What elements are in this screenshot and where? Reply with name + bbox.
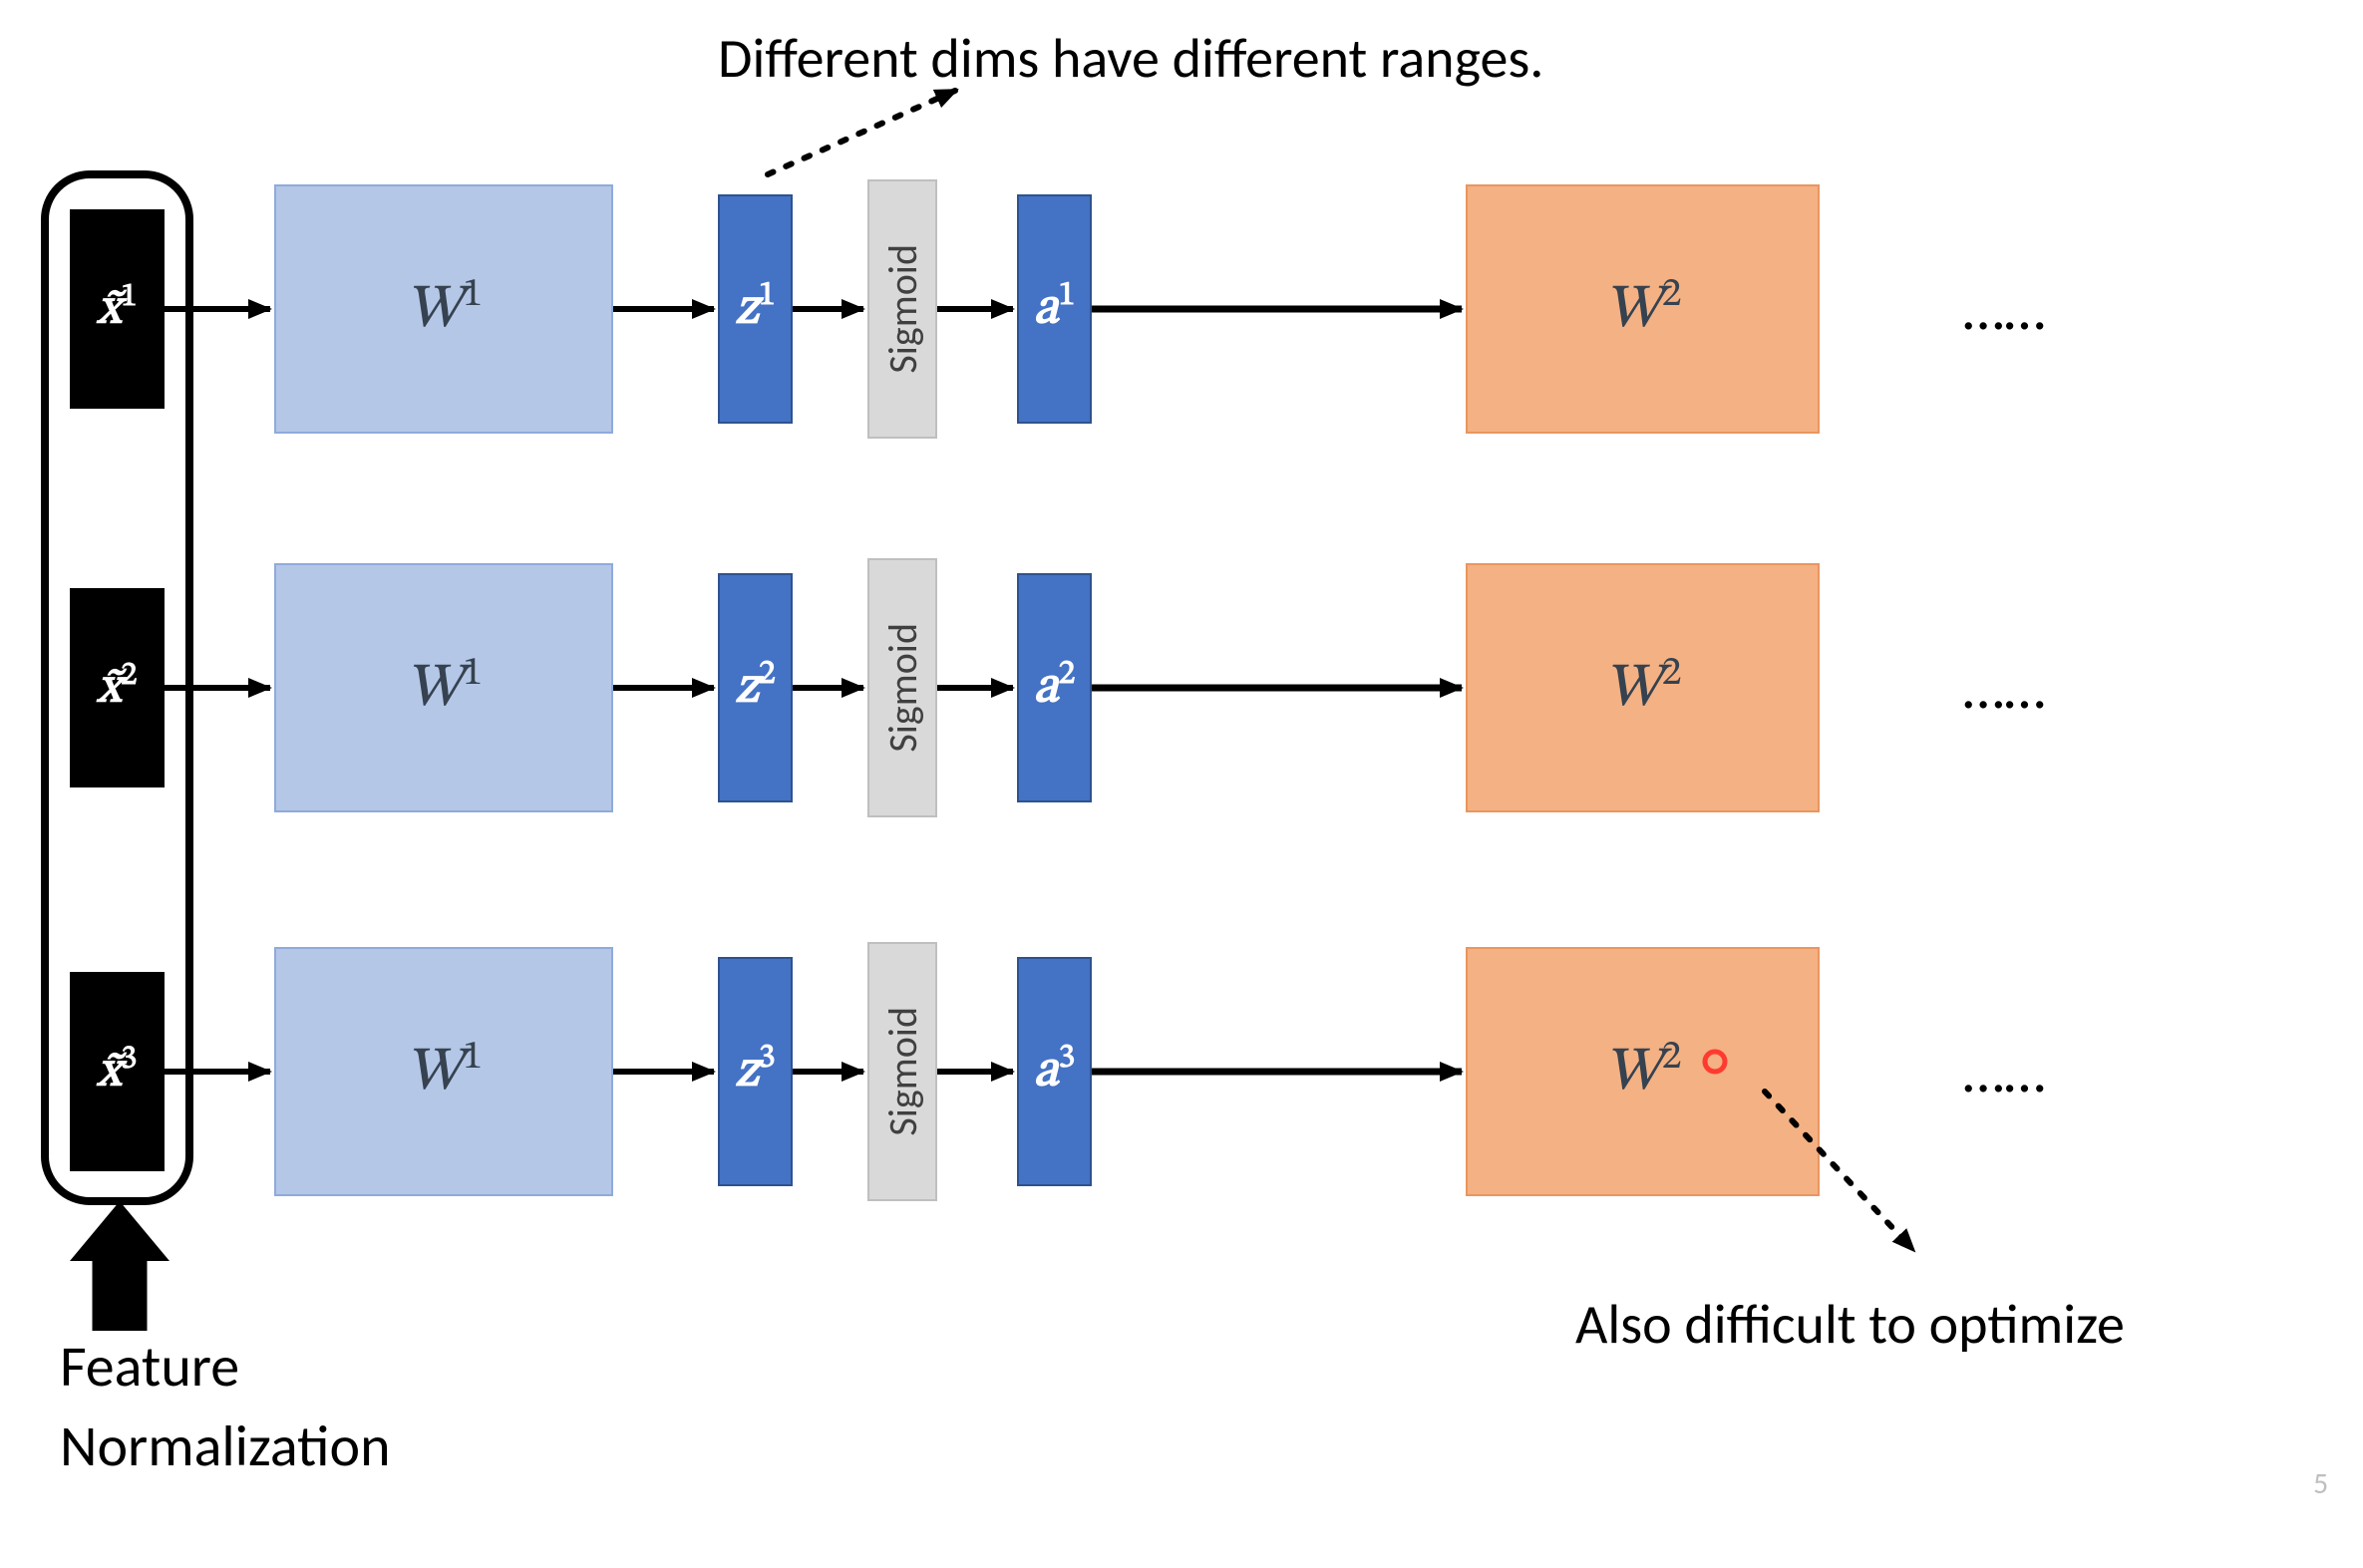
sigmoid-block-3-label: Sigmoid xyxy=(878,1007,927,1136)
feature-normalization-label-2: Normalization xyxy=(60,1411,391,1481)
x-input-1-label: x̃1 xyxy=(97,276,137,342)
a-block-2: a2 xyxy=(1017,573,1092,802)
w1-block-3: W1 xyxy=(274,947,613,1196)
z-block-3-label: z3 xyxy=(735,1038,776,1104)
annotation-top-text: Different dims have different ranges. xyxy=(718,25,1543,93)
x-input-2: x̃2 xyxy=(70,588,165,787)
w2-block-2-label: W2 xyxy=(1603,648,1681,729)
sigmoid-block-2: Sigmoid xyxy=(867,558,937,817)
continuation-dots-1: …… xyxy=(1929,269,2079,349)
continuation-dots-2: …… xyxy=(1929,648,2079,728)
x-input-2-label: x̃2 xyxy=(97,655,137,721)
sigmoid-block-1-label: Sigmoid xyxy=(878,244,927,374)
w2-block-1: W2 xyxy=(1466,184,1820,434)
w1-block-2: W1 xyxy=(274,563,613,812)
z-block-2: z2 xyxy=(718,573,793,802)
w1-block-3-label: W1 xyxy=(405,1032,483,1112)
w2-block-1-label: W2 xyxy=(1603,269,1681,350)
w1-block-1: W1 xyxy=(274,184,613,434)
page-number: 5 xyxy=(2313,1465,2328,1502)
z-block-1: z1 xyxy=(718,194,793,424)
a-block-3-label: a3 xyxy=(1034,1038,1076,1104)
feature-normalization-label-1: Feature xyxy=(60,1331,239,1402)
z-block-2-label: z2 xyxy=(735,654,776,721)
z-block-1-label: z1 xyxy=(735,275,776,342)
continuation-dots-3: …… xyxy=(1929,1032,2079,1111)
x-input-3: x̃3 xyxy=(70,972,165,1171)
w2-block-3: W2 xyxy=(1466,947,1820,1196)
x-input-3-label: x̃3 xyxy=(97,1039,137,1104)
a-block-3: a3 xyxy=(1017,957,1092,1186)
x-input-1: x̃1 xyxy=(70,209,165,409)
z-block-3: z3 xyxy=(718,957,793,1186)
w2-block-2: W2 xyxy=(1466,563,1820,812)
w1-block-1-label: W1 xyxy=(405,269,483,350)
w1-block-2-label: W1 xyxy=(405,648,483,729)
a-block-1: a1 xyxy=(1017,194,1092,424)
sigmoid-block-1: Sigmoid xyxy=(867,179,937,439)
w2-block-3-label: W2 xyxy=(1603,1032,1681,1112)
annotation-bottom-text: Also difficult to optimize xyxy=(1575,1291,2125,1359)
sigmoid-block-2-label: Sigmoid xyxy=(878,623,927,753)
sigmoid-block-3: Sigmoid xyxy=(867,942,937,1201)
a-block-2-label: a2 xyxy=(1034,654,1076,721)
a-block-1-label: a1 xyxy=(1034,275,1076,342)
